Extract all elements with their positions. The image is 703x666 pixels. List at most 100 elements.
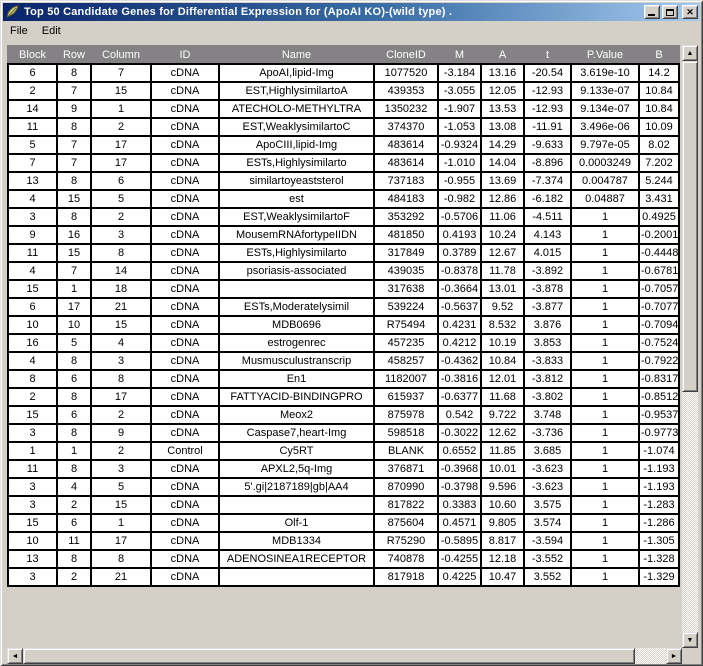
table-cell: 2 — [56, 567, 92, 587]
table-cell: 8 — [56, 117, 92, 137]
menu-edit[interactable]: Edit — [41, 24, 61, 37]
titlebar[interactable]: Top 50 Candidate Genes for Differential … — [3, 3, 700, 21]
table-cell: -4.511 — [523, 207, 572, 227]
table-cell: 3.575 — [523, 495, 572, 515]
table-row: 14 9 1 cDNA ATECHOLO-METHYLTRA 1350232 -1.907 1… — [7, 99, 680, 119]
table-cell: 8 — [90, 549, 152, 569]
table-row: 11 15 8 cDNA ESTs,Highlysimilarto 317849 0.378… — [7, 243, 680, 263]
table-cell: psoriasis-associated — [218, 261, 375, 281]
table-cell: MDB1334 — [218, 531, 375, 551]
table-cell: 16 — [56, 225, 92, 245]
table-cell: -1.329 — [638, 567, 680, 587]
table-row: 2 7 15 cDNA EST,HighlysimilartoA 439353 -3.055… — [7, 81, 680, 101]
table-row: 15 6 2 cDNA Meox2 875978 0.542 9.722 3.748 1 -0.95… — [7, 405, 680, 425]
table-cell: 4 — [90, 333, 152, 353]
table-cell: 3 — [90, 351, 152, 371]
table-cell: R75494 — [373, 315, 439, 335]
table-cell: -0.7057 — [638, 279, 680, 299]
table-cell: 12.01 — [480, 369, 525, 389]
table-cell: EST,WeaklysimilartoC — [218, 117, 375, 137]
table-cell: 10.09 — [638, 117, 680, 137]
table-cell: cDNA — [150, 567, 220, 587]
table-cell: 0.4193 — [437, 225, 482, 245]
scroll-left-button[interactable]: ◄ — [7, 648, 23, 664]
table-cell: 2 — [7, 387, 58, 407]
column-header: Row — [56, 45, 92, 65]
table-cell: 11.68 — [480, 387, 525, 407]
table-cell: cDNA — [150, 513, 220, 533]
table-cell: 483614 — [373, 135, 439, 155]
table-cell: 10.84 — [638, 99, 680, 119]
table-cell: -3.623 — [523, 459, 572, 479]
table-cell: 13.69 — [480, 171, 525, 191]
table-row: 11 8 3 cDNA APXL2,5q-Img 376871 -0.3968 10.01 -3… — [7, 459, 680, 479]
horizontal-scrollbar-thumb[interactable] — [23, 648, 635, 664]
table-cell: -3.055 — [437, 81, 482, 101]
scroll-right-button[interactable]: ► — [666, 648, 682, 664]
table-cell: -3.833 — [523, 351, 572, 371]
table-cell: MDB0696 — [218, 315, 375, 335]
table-row: 6 17 21 cDNA ESTs,Moderatelysimil 539224 -0.56… — [7, 297, 680, 317]
table-cell: 9.133e-07 — [570, 81, 640, 101]
menu-file[interactable]: File — [10, 24, 28, 37]
table-cell: 317638 — [373, 279, 439, 299]
maximize-button[interactable] — [662, 5, 678, 19]
table-cell: 15 — [56, 243, 92, 263]
column-header: ID — [150, 45, 220, 65]
table-cell: 3 — [90, 459, 152, 479]
table-cell: -0.4255 — [437, 549, 482, 569]
table-cell: 9.805 — [480, 513, 525, 533]
table-cell: 1 — [570, 207, 640, 227]
maximize-icon — [666, 8, 674, 16]
table-cell: 439353 — [373, 81, 439, 101]
table-cell: 457235 — [373, 333, 439, 353]
table-cell: cDNA — [150, 351, 220, 371]
table-cell: -1.074 — [638, 441, 680, 461]
scroll-up-button[interactable]: ▲ — [682, 45, 698, 61]
table-cell: 12.86 — [480, 189, 525, 209]
column-header: Column — [90, 45, 152, 65]
table-cell: 8 — [56, 387, 92, 407]
table-cell: 6 — [56, 513, 92, 533]
table-cell: -1.286 — [638, 513, 680, 533]
table-cell: 5 — [90, 477, 152, 497]
horizontal-scrollbar[interactable]: ◄ ► — [7, 648, 682, 664]
table-cell: cDNA — [150, 135, 220, 155]
table-cell: 1 — [570, 459, 640, 479]
table-row: 13 8 8 cDNA ADENOSINEA1RECEPTOR 740878 -0.4255… — [7, 549, 680, 569]
table-cell: 15 — [56, 189, 92, 209]
table-cell: 1182007 — [373, 369, 439, 389]
table-cell: 0.0003249 — [570, 153, 640, 173]
table-cell: 10.19 — [480, 333, 525, 353]
table-cell: 13 — [7, 171, 58, 191]
table-cell: -3.594 — [523, 531, 572, 551]
table-row: 10 11 17 cDNA MDB1334 R75290 -0.5895 8.817 -3.59… — [7, 531, 680, 551]
table-cell: -0.6377 — [437, 387, 482, 407]
table-cell: 0.4225 — [437, 567, 482, 587]
table-cell: 1 — [570, 441, 640, 461]
table-cell: 15 — [90, 495, 152, 515]
table-cell: 8 — [56, 459, 92, 479]
tk-feather-icon[interactable] — [5, 5, 21, 19]
table-cell: 3 — [7, 477, 58, 497]
table-cell: -9.633 — [523, 135, 572, 155]
vertical-scrollbar-thumb[interactable] — [682, 61, 698, 392]
table-cell: 1 — [90, 99, 152, 119]
minimize-button[interactable] — [644, 5, 660, 19]
table-cell: 17 — [90, 153, 152, 173]
table-cell: 3.552 — [523, 567, 572, 587]
table-cell: 875604 — [373, 513, 439, 533]
table-row: 1 1 2 Control Cy5RT BLANK 0.6552 11.85 3.685 1 -1.… — [7, 441, 680, 461]
table-cell: 3 — [7, 567, 58, 587]
table-cell: 7 — [7, 153, 58, 173]
scroll-down-button[interactable]: ▼ — [682, 632, 698, 648]
table-cell: cDNA — [150, 81, 220, 101]
table-cell: 9.797e-05 — [570, 135, 640, 155]
close-button[interactable]: ✕ — [682, 5, 698, 19]
table-cell: 5.244 — [638, 171, 680, 191]
table-cell: 2 — [90, 405, 152, 425]
table-cell: 10.01 — [480, 459, 525, 479]
table-cell: Control — [150, 441, 220, 461]
vertical-scrollbar[interactable]: ▲ ▼ — [682, 45, 698, 648]
